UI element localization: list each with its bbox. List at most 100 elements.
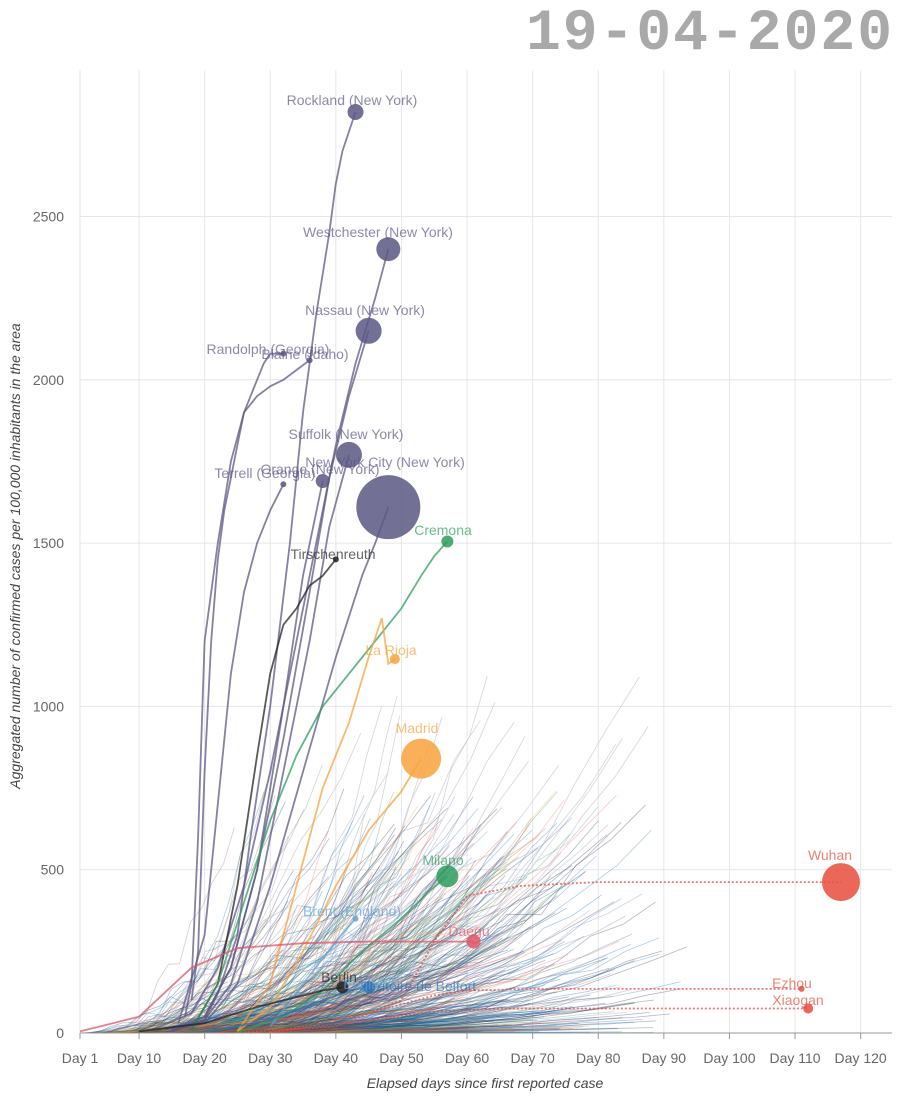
background-trajectory <box>170 981 365 1034</box>
series-line <box>165 506 390 1034</box>
background-trajectory <box>155 788 345 1034</box>
background-trajectory <box>152 927 378 1034</box>
series-bubble <box>376 237 401 262</box>
background-trajectory <box>137 1018 270 1034</box>
date-label: 19-04-2020 <box>525 2 894 67</box>
background-trajectory <box>208 936 510 1034</box>
series-label: Randolph (Georgia) <box>207 341 330 357</box>
background-trajectory <box>179 915 413 1034</box>
series-bubble <box>401 738 442 779</box>
series-labels: Rockland (New York) Westchester (New York… <box>207 92 853 1008</box>
background-trajectory <box>233 790 557 1034</box>
series-bubble <box>352 915 359 922</box>
x-tick-label: Day 60 <box>445 1050 490 1066</box>
background-trajectory <box>136 941 429 1034</box>
background-trajectory <box>273 965 546 1034</box>
background-trajectory <box>103 806 419 1034</box>
background-trajectory <box>99 949 508 1034</box>
background-trajectory <box>195 978 410 1034</box>
background-trajectory <box>236 1017 455 1034</box>
background-trajectory <box>254 977 557 1034</box>
background-trajectory <box>168 876 528 1034</box>
background-trajectory <box>85 988 386 1034</box>
background-trajectory <box>251 894 602 1034</box>
background-trajectory <box>212 871 587 1034</box>
background-trajectory <box>90 838 330 1034</box>
background-trajectory <box>266 951 526 1034</box>
background-trajectory <box>217 998 505 1034</box>
background-trajectory <box>255 978 491 1034</box>
series-bubble <box>356 475 421 540</box>
series-label: Ezhou <box>772 975 812 991</box>
series-label: Nassau (New York) <box>305 302 425 318</box>
series-line <box>171 480 324 1033</box>
background-trajectory <box>159 765 559 1034</box>
series-label: Terrell (Georgia) <box>214 465 315 481</box>
bubbles <box>280 103 860 1014</box>
background-trajectory <box>93 910 413 1034</box>
series-label: Brent (England) <box>303 903 401 919</box>
background-trajectory <box>150 958 380 1034</box>
background-trajectory <box>255 969 615 1034</box>
background-trajectory <box>216 921 441 1034</box>
background-trajectory <box>228 791 558 1034</box>
background-trajectory <box>219 994 591 1034</box>
background-trajectory <box>162 795 365 1034</box>
background-trajectory <box>94 913 255 1034</box>
x-tick-label: Day 50 <box>379 1050 424 1066</box>
background-trajectory <box>124 1010 292 1034</box>
background-trajectory <box>102 827 235 1034</box>
background-trajectory <box>239 836 466 1034</box>
background-trajectory <box>159 948 515 1034</box>
background-trajectory <box>98 966 235 1034</box>
background-trajectory <box>250 986 622 1034</box>
background-trajectory <box>259 981 681 1034</box>
background-trajectory <box>245 1002 488 1034</box>
background-trajectory <box>269 831 509 1034</box>
background-trajectory <box>114 905 280 1034</box>
background-trajectory <box>99 999 472 1034</box>
series-bubble <box>389 654 400 665</box>
background-trajectory <box>245 913 499 1034</box>
background-trajectory <box>238 873 487 1034</box>
series-line <box>204 986 369 1034</box>
background-trajectory <box>155 961 349 1034</box>
background-trajectory <box>138 863 458 1034</box>
background-trajectory <box>84 795 432 1034</box>
background-trajectory <box>246 965 521 1034</box>
series-line <box>270 988 802 1034</box>
background-trajectory <box>174 1008 322 1034</box>
series-bubble <box>436 865 459 888</box>
series-label: Rockland (New York) <box>287 92 418 108</box>
background-trajectory <box>115 915 435 1034</box>
background-trajectory <box>233 937 503 1034</box>
background-trajectory <box>146 821 518 1034</box>
background-trajectory <box>246 935 584 1034</box>
background-trajectory <box>153 1007 383 1034</box>
background-trajectory <box>170 865 380 1034</box>
background-trajectory <box>206 901 615 1034</box>
background-trajectory <box>212 999 511 1034</box>
series-label: Tirschenreuth <box>290 546 375 562</box>
background-trajectory <box>228 804 646 1034</box>
background-trajectory <box>266 933 633 1034</box>
grid <box>79 70 892 1034</box>
background-trajectory <box>202 961 395 1034</box>
background-trajectory <box>124 1013 438 1034</box>
series-line <box>236 617 396 1032</box>
background-trajectory <box>249 898 622 1034</box>
background-trajectory <box>143 835 539 1034</box>
series-bubble <box>821 863 860 902</box>
background-trajectory <box>190 1010 557 1034</box>
background-trajectory <box>273 889 455 1034</box>
background-trajectory <box>192 1006 439 1034</box>
background-trajectory <box>211 873 402 1034</box>
background-trajectory <box>129 795 276 1034</box>
background-trajectory <box>89 772 389 1034</box>
background-trajectory <box>237 897 536 1034</box>
background-trajectory <box>258 988 682 1034</box>
background-trajectory <box>131 1006 557 1034</box>
x-tick-label: Day 20 <box>182 1050 227 1066</box>
background-trajectory <box>262 715 400 1034</box>
